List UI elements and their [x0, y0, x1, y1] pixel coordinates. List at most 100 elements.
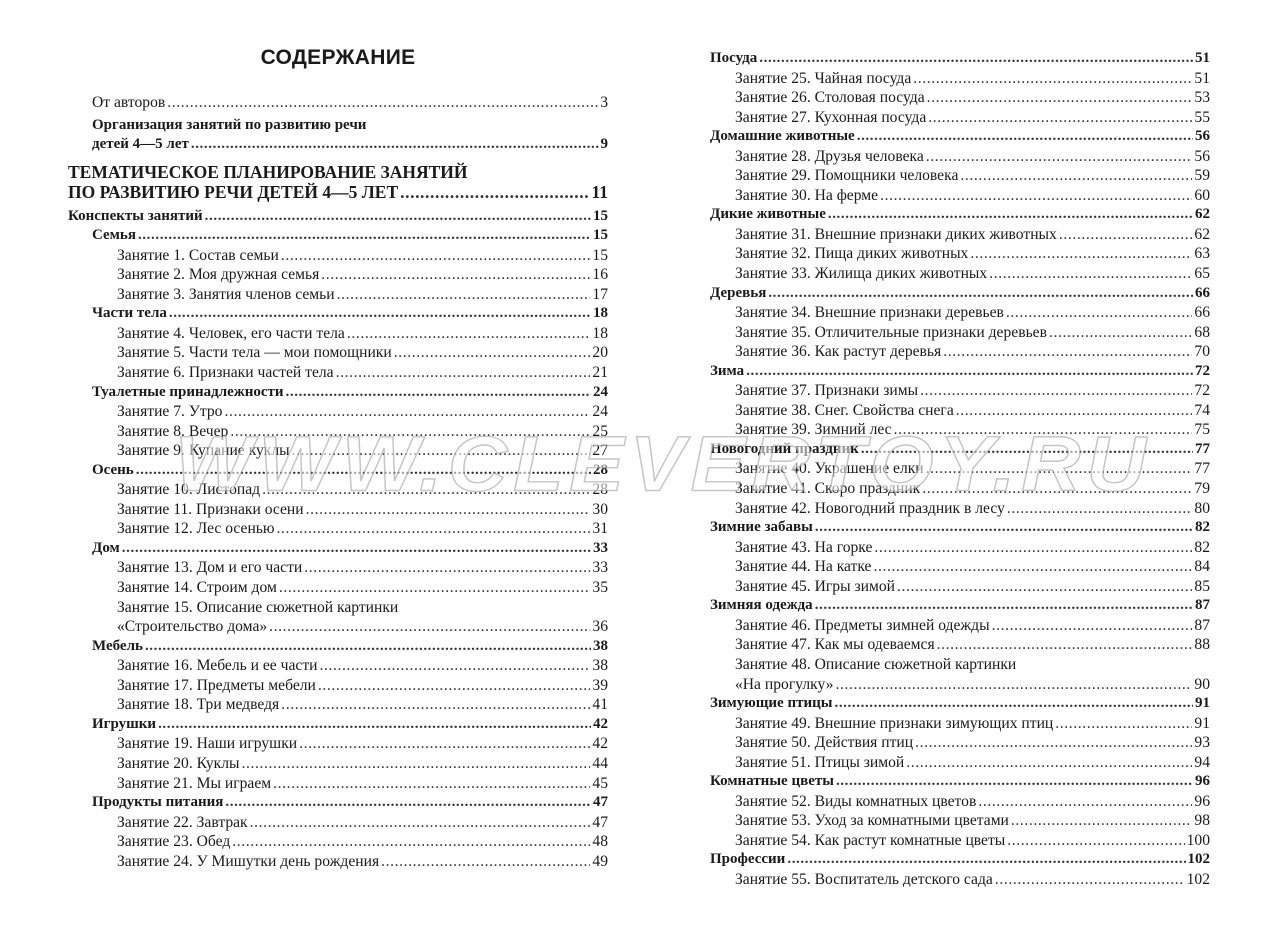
dot-leader: ........................................…	[230, 422, 591, 440]
page-number: 96	[1195, 773, 1210, 790]
entry-title: Занятие 45. Игры зимой	[735, 577, 895, 595]
dot-leader: ........................................…	[960, 167, 1192, 185]
toc-entry: Занятие 7. Утро.........................…	[68, 402, 608, 422]
page-number: 66	[1194, 304, 1210, 322]
toc-section-heading: Профессии...............................…	[686, 850, 1210, 870]
toc-entry: Занятие 24. У Мишутки день рождения.....…	[68, 852, 608, 872]
page-number: 94	[1194, 753, 1210, 771]
dot-leader: ........................................…	[232, 833, 590, 851]
toc-entry: Занятие 55. Воспитатель детского сада...…	[686, 870, 1210, 890]
entry-title: Занятие 13. Дом и его части	[117, 559, 303, 577]
toc-entry: Занятие 34. Внешние признаки деревьев...…	[686, 303, 1210, 323]
dot-leader: ........................................…	[874, 538, 1193, 556]
toc-entry: Занятие 16. Мебель и ее части...........…	[68, 656, 608, 676]
entry-title: Занятие 11. Признаки осени	[117, 500, 304, 518]
entry-title: Занятие 10. Листопад	[117, 481, 261, 499]
dot-leader: ........................................…	[167, 94, 598, 111]
page-number: 60	[1194, 186, 1210, 204]
entry-title: «На прогулку»	[735, 675, 834, 693]
entry-title: Занятие 51. Птицы зимой	[735, 753, 905, 771]
toc-entry: Занятие 27. Кухонная посуда.............…	[686, 108, 1210, 128]
toc-entry: Занятие 18. Три медведя.................…	[68, 695, 608, 715]
page-number: 17	[592, 285, 608, 303]
entry-title: детей 4—5 лет	[92, 136, 189, 153]
page-number: 30	[592, 500, 608, 518]
toc-entry: Занятие 35. Отличительные признаки дерев…	[686, 323, 1210, 343]
page-number: 39	[592, 676, 608, 694]
entry-title: Занятие 5. Части тела — мои помощники	[117, 344, 392, 362]
entry-title: ПО РАЗВИТИЮ РЕЧИ ДЕТЕЙ 4—5 ЛЕТ	[68, 181, 399, 202]
entry-title: Занятие 29. Помощники человека	[735, 167, 959, 185]
entry-title: Семья	[92, 227, 136, 244]
entry-title: Занятие 50. Действия птиц	[735, 734, 914, 752]
page-number: 80	[1194, 499, 1210, 517]
page-number: 36	[592, 618, 608, 636]
page-number: 11	[591, 181, 608, 202]
page-number: 77	[1194, 460, 1210, 478]
page-number: 62	[1195, 206, 1210, 223]
entry-title: Занятие 17. Предметы мебели	[117, 676, 316, 694]
toc-entry: Занятие 5. Части тела — мои помощники...…	[68, 343, 608, 363]
page-number: 31	[592, 520, 608, 538]
toc-entry: Занятие 46. Предметы зимней одежды......…	[686, 616, 1210, 636]
dot-leader: ........................................…	[856, 128, 1193, 145]
toc-entry: Занятие 31. Внешние признаки диких живот…	[686, 225, 1210, 245]
page-number: 28	[592, 481, 608, 499]
dot-leader: ........................................…	[304, 559, 590, 577]
toc-entry: Занятие 52. Виды комнатных цветов.......…	[686, 792, 1210, 812]
dot-leader: ........................................…	[262, 481, 591, 499]
entry-title: Деревья	[710, 284, 767, 301]
dot-leader: ........................................…	[1055, 714, 1192, 732]
dot-leader: ........................................…	[144, 637, 591, 654]
entry-title: Зимние забавы	[710, 519, 813, 536]
dot-leader: ........................................…	[249, 813, 591, 831]
entry-title: Занятие 15. Описание сюжетной картинки	[117, 598, 399, 616]
toc-entry: Занятие 38. Снег. Свойства снега........…	[686, 401, 1210, 421]
entry-title: Занятие 49. Внешние признаки зимующих пт…	[735, 714, 1054, 732]
page-number: 48	[592, 833, 608, 851]
toc-section-heading: ТЕМАТИЧЕСКОЕ ПЛАНИРОВАНИЕ ЗАНЯТИЙ.......…	[68, 162, 608, 182]
entry-title: Занятие 31. Внешние признаки диких живот…	[735, 225, 1057, 243]
entry-title: Осень	[92, 461, 134, 478]
page-number: 98	[1194, 812, 1210, 830]
toc-section-heading: ПО РАЗВИТИЮ РЕЧИ ДЕТЕЙ 4—5 ЛЕТ..........…	[68, 182, 608, 202]
dot-leader: ........................................…	[814, 597, 1193, 614]
toc-entry: Занятие 10. Листопад....................…	[68, 480, 608, 500]
page-number: 91	[1194, 714, 1210, 732]
entry-title: Занятие 26. Столовая посуда	[735, 89, 925, 107]
page-number: 44	[592, 754, 608, 772]
page-number: 55	[1194, 108, 1210, 126]
toc-entry: Занятие 12. Лес осенью..................…	[68, 519, 608, 539]
page-number: 3	[600, 94, 608, 111]
dot-leader: ........................................…	[759, 50, 1193, 66]
entry-title: Занятие 37. Признаки зимы	[735, 382, 919, 400]
dot-leader: ........................................…	[336, 285, 591, 303]
dot-leader: ........................................…	[873, 558, 1193, 576]
dot-leader: ........................................…	[121, 539, 591, 556]
toc-entry: Занятие 17. Предметы мебели.............…	[68, 676, 608, 696]
toc-right-page: Посуда..................................…	[686, 49, 1210, 890]
dot-leader: ........................................…	[346, 324, 591, 342]
dot-leader: ........................................…	[168, 305, 591, 322]
page-number: 70	[1194, 343, 1210, 361]
page-number: 91	[1195, 695, 1210, 712]
dot-leader: ........................................…	[137, 227, 591, 244]
page-number: 47	[593, 794, 608, 811]
toc-left-page: От авторов..............................…	[68, 93, 608, 871]
toc-section-heading: Игрушки.................................…	[68, 715, 608, 735]
dot-leader: ........................................…	[943, 343, 1193, 361]
dot-leader: ........................................…	[787, 851, 1186, 868]
page-number: 59	[1194, 167, 1210, 185]
dot-leader: ........................................…	[835, 773, 1193, 790]
toc-entry: Занятие 23. Обед........................…	[68, 832, 608, 852]
toc-section-heading: Зима....................................…	[686, 362, 1210, 382]
toc-section-heading: Продукты питания........................…	[68, 793, 608, 813]
toc-entry: Занятие 47. Как мы одеваемся............…	[686, 635, 1210, 655]
dot-leader: ........................................…	[1010, 812, 1193, 830]
dot-leader: ........................................…	[991, 616, 1193, 634]
page-number: 93	[1194, 734, 1210, 752]
entry-title: Занятие 48. Описание сюжетной картинки	[735, 655, 1017, 673]
dot-leader: ........................................…	[305, 500, 591, 518]
entry-title: Комнатные цветы	[710, 773, 834, 790]
entry-title: Занятие 23. Обед	[117, 833, 231, 851]
